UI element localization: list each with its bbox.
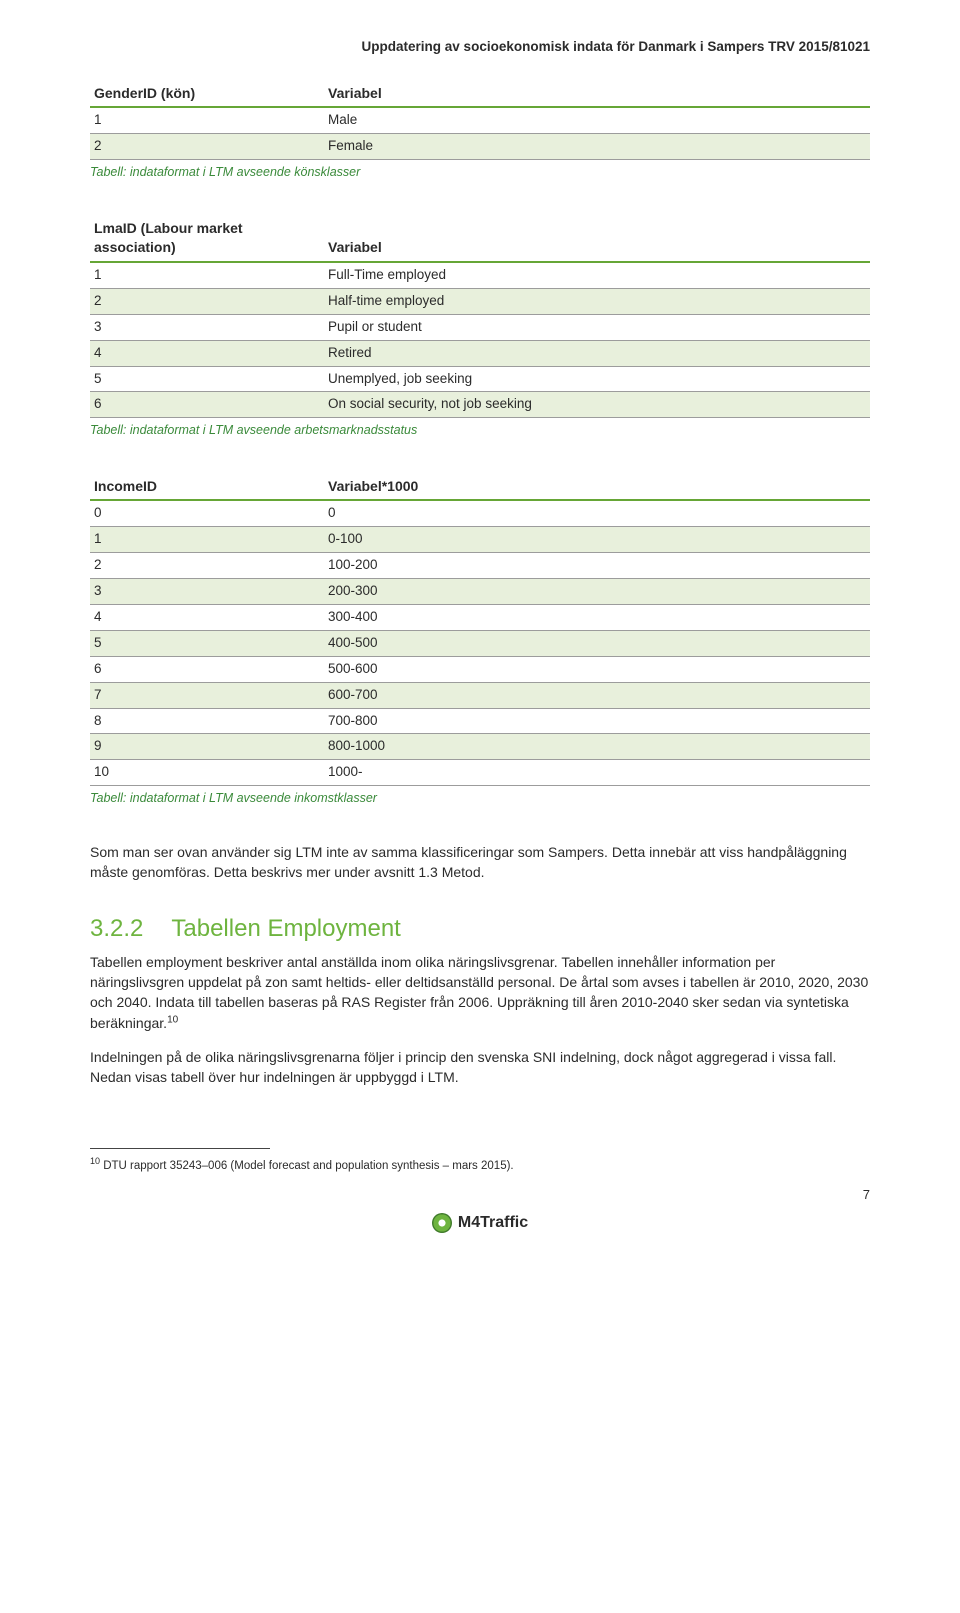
table-row: 6 500-600 [90, 656, 870, 682]
cell: 1 [90, 262, 324, 288]
cell: 10 [90, 760, 324, 786]
cell: 6 [90, 392, 324, 418]
cell: 100-200 [324, 553, 870, 579]
document-header: Uppdatering av socioekonomisk indata för… [90, 38, 870, 57]
footnote-num: 10 [90, 1156, 100, 1166]
cell: 2 [90, 288, 324, 314]
paragraph-employment-1-text: Tabellen employment beskriver antal anst… [90, 954, 868, 1031]
cell: 4 [90, 604, 324, 630]
table-row: 4 300-400 [90, 604, 870, 630]
table-row: 8 700-800 [90, 708, 870, 734]
cell: 1 [90, 527, 324, 553]
cell: 1000- [324, 760, 870, 786]
table-row: 2 Half-time employed [90, 288, 870, 314]
logo-icon [432, 1213, 452, 1233]
cell: 600-700 [324, 682, 870, 708]
footer-logo: M4Traffic [90, 1212, 870, 1234]
table-row: 1 0-100 [90, 527, 870, 553]
table-row: 5 Unemplyed, job seeking [90, 366, 870, 392]
cell: 6 [90, 656, 324, 682]
table-gender-col2: Variabel [324, 81, 870, 108]
table-income-col2: Variabel*1000 [324, 474, 870, 501]
cell: 400-500 [324, 630, 870, 656]
cell: 4 [90, 340, 324, 366]
cell: 200-300 [324, 579, 870, 605]
section-heading: 3.2.2 Tabellen Employment [90, 912, 870, 946]
table-gender-col1: GenderID (kön) [90, 81, 324, 108]
cell: 500-600 [324, 656, 870, 682]
cell: 3 [90, 579, 324, 605]
table-row: 6 On social security, not job seeking [90, 392, 870, 418]
table-row: 10 1000- [90, 760, 870, 786]
table-row: 0 0 [90, 500, 870, 526]
table-lma-col1: LmaID (Labour market association) [90, 216, 324, 262]
table-row: 9 800-1000 [90, 734, 870, 760]
cell: 8 [90, 708, 324, 734]
table-lma-col2: Variabel [324, 216, 870, 262]
cell: Unemplyed, job seeking [324, 366, 870, 392]
cell: Male [324, 107, 870, 133]
cell: Female [324, 134, 870, 160]
cell: 5 [90, 366, 324, 392]
page-number: 7 [90, 1186, 870, 1204]
section-number: 3.2.2 [90, 915, 143, 942]
footnote: 10 DTU rapport 35243–006 (Model forecast… [90, 1155, 870, 1174]
paragraph-employment-1: Tabellen employment beskriver antal anst… [90, 952, 870, 1033]
table-income: IncomeID Variabel*1000 0 0 1 0-100 2 100… [90, 474, 870, 786]
table-row: 1 Male [90, 107, 870, 133]
paragraph-intro: Som man ser ovan använder sig LTM inte a… [90, 842, 870, 883]
table-gender: GenderID (kön) Variabel 1 Male 2 Female [90, 81, 870, 160]
cell: 0-100 [324, 527, 870, 553]
section-title-text: Tabellen Employment [171, 915, 400, 942]
cell: 7 [90, 682, 324, 708]
table-income-col1: IncomeID [90, 474, 324, 501]
cell: Half-time employed [324, 288, 870, 314]
cell: On social security, not job seeking [324, 392, 870, 418]
cell: 2 [90, 134, 324, 160]
table-row: 3 200-300 [90, 579, 870, 605]
cell: 0 [90, 500, 324, 526]
footnote-text: DTU rapport 35243–006 (Model forecast an… [100, 1159, 514, 1171]
cell: 1 [90, 107, 324, 133]
brand-name: M4Traffic [458, 1212, 528, 1234]
table-row: 2 100-200 [90, 553, 870, 579]
paragraph-employment-2: Indelningen på de olika näringslivsgrena… [90, 1047, 870, 1088]
table-lma: LmaID (Labour market association) Variab… [90, 216, 870, 419]
cell: 5 [90, 630, 324, 656]
table-row: 3 Pupil or student [90, 314, 870, 340]
cell: Full-Time employed [324, 262, 870, 288]
table-row: 4 Retired [90, 340, 870, 366]
footnote-separator [90, 1148, 270, 1149]
cell: Pupil or student [324, 314, 870, 340]
cell: 9 [90, 734, 324, 760]
cell: 300-400 [324, 604, 870, 630]
table-gender-caption: Tabell: indataformat i LTM avseende köns… [90, 164, 870, 182]
table-row: 1 Full-Time employed [90, 262, 870, 288]
table-row: 2 Female [90, 134, 870, 160]
cell: 800-1000 [324, 734, 870, 760]
table-lma-caption: Tabell: indataformat i LTM avseende arbe… [90, 422, 870, 440]
cell: 2 [90, 553, 324, 579]
cell: Retired [324, 340, 870, 366]
footnote-ref: 10 [167, 1014, 178, 1025]
cell: 3 [90, 314, 324, 340]
table-income-caption: Tabell: indataformat i LTM avseende inko… [90, 790, 870, 808]
cell: 0 [324, 500, 870, 526]
table-row: 5 400-500 [90, 630, 870, 656]
cell: 700-800 [324, 708, 870, 734]
table-row: 7 600-700 [90, 682, 870, 708]
